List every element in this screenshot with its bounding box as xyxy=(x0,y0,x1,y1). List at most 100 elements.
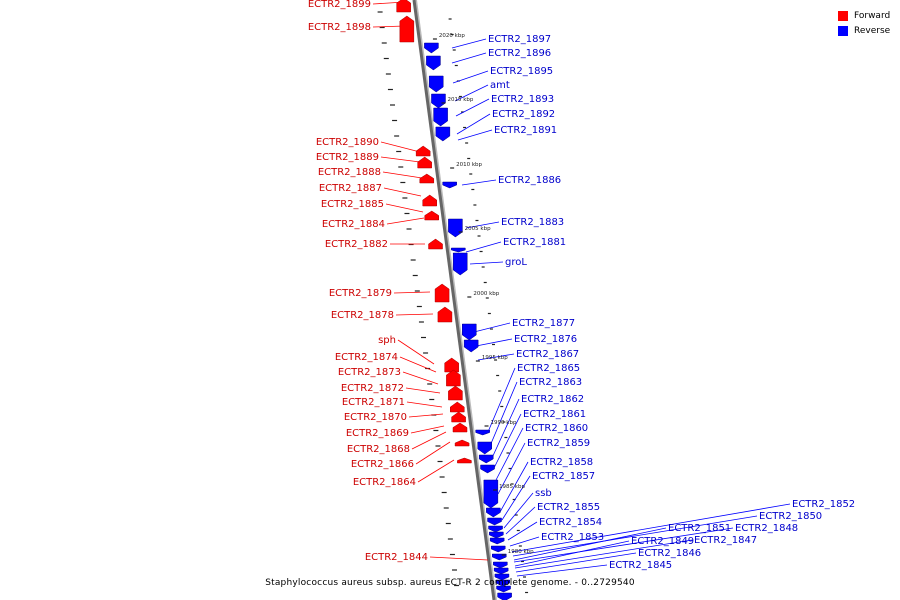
reverse-label-line xyxy=(455,98,490,117)
reverse-gene-label: ECTR2_1876 xyxy=(514,334,577,345)
reverse-label-line xyxy=(499,461,529,513)
reverse-label-line xyxy=(452,70,489,84)
reverse-gene-label: ECTR2_1847 xyxy=(694,535,757,546)
scale-label: 1990 kbp xyxy=(491,420,517,426)
forward-gene xyxy=(451,411,466,423)
reverse-gene-label: ECTR2_1895 xyxy=(490,66,553,77)
reverse-label-line xyxy=(513,527,734,563)
reverse-label-line xyxy=(451,52,487,64)
reverse-gene xyxy=(477,441,492,455)
forward-gene-label: ECTR2_1879 xyxy=(329,288,392,299)
reverse-gene-label: ECTR2_1877 xyxy=(512,318,575,329)
forward-gene xyxy=(419,173,435,184)
reverse-gene xyxy=(490,545,506,553)
forward-gene xyxy=(417,156,432,169)
reverse-gene-label: groL xyxy=(505,257,527,268)
forward-gene-label: ECTR2_1898 xyxy=(308,22,371,33)
forward-gene xyxy=(450,401,465,413)
reverse-gene xyxy=(478,454,494,464)
forward-gene xyxy=(437,306,453,323)
forward-label-line xyxy=(410,425,445,434)
forward-gene xyxy=(446,369,461,387)
forward-gene-label: ECTR2_1872 xyxy=(341,383,404,394)
forward-gene xyxy=(452,422,468,433)
forward-gene xyxy=(457,457,472,464)
reverse-gene-label: ECTR2_1861 xyxy=(523,409,586,420)
forward-gene-label: ECTR2_1884 xyxy=(322,219,385,230)
forward-gene xyxy=(399,15,415,43)
axis-line xyxy=(412,0,496,600)
legend-reverse-label: Reverse xyxy=(854,25,891,36)
reverse-gene-label: amt xyxy=(490,80,510,91)
reverse-gene-label: ECTR2_1855 xyxy=(537,502,600,513)
reverse-gene-label: ECTR2_1849 xyxy=(631,536,694,547)
forward-gene-label: ECTR2_1890 xyxy=(316,137,379,148)
forward-label-line xyxy=(380,141,421,153)
reverse-label-line xyxy=(515,552,637,573)
forward-gene xyxy=(448,385,463,401)
reverse-label-line xyxy=(505,506,536,535)
reverse-gene xyxy=(489,531,504,539)
reverse-label-line xyxy=(503,492,534,529)
genome-caption: Staphylococcus aureus subsp. aureus ECT-… xyxy=(265,578,635,588)
reverse-gene-label: ECTR2_1860 xyxy=(525,423,588,434)
reverse-label-line xyxy=(507,521,538,541)
reverse-gene-label: ECTR2_1896 xyxy=(488,48,551,59)
reverse-label-line xyxy=(516,564,608,577)
reverse-gene-label: ECTR2_1862 xyxy=(521,394,584,405)
reverse-label-line xyxy=(491,398,520,459)
reverse-gene-label: ECTR2_1857 xyxy=(532,471,595,482)
reverse-label-line xyxy=(495,427,524,481)
forward-gene-label: ECTR2_1864 xyxy=(353,477,416,488)
forward-gene-label: ECTR2_1887 xyxy=(319,183,382,194)
reverse-gene-label: ECTR2_1863 xyxy=(519,377,582,388)
reverse-label-line xyxy=(461,179,497,186)
reverse-label-line xyxy=(501,475,531,521)
reverse-gene xyxy=(493,567,509,575)
label-lines xyxy=(372,1,791,577)
reverse-gene xyxy=(496,585,511,593)
reverse-gene-label: ECTR2_1886 xyxy=(498,175,561,186)
reverse-gene-label: ECTR2_1846 xyxy=(638,548,701,559)
forward-gene xyxy=(396,0,411,13)
forward-label-line xyxy=(415,441,451,465)
reverse-gene-label: ECTR2_1845 xyxy=(609,560,672,571)
reverse-label-line xyxy=(489,381,518,447)
reverse-gene xyxy=(452,252,468,276)
forward-label-line xyxy=(411,431,447,450)
forward-gene xyxy=(428,238,443,250)
reverse-label-line xyxy=(477,353,515,361)
reverse-label-line xyxy=(512,515,758,557)
reverse-gene xyxy=(462,323,477,341)
reverse-gene xyxy=(480,464,495,474)
reverse-label-line xyxy=(456,113,491,135)
reverse-gene xyxy=(489,537,505,545)
axis-layer xyxy=(377,0,529,600)
forward-gene-label: ECTR2_1844 xyxy=(365,552,428,563)
scale-label: 2015 kbp xyxy=(447,97,473,103)
reverse-gene xyxy=(424,42,439,54)
legend: Forward Reverse xyxy=(838,8,898,38)
scale-label: 2000 kbp xyxy=(473,291,499,297)
forward-gene xyxy=(444,357,459,373)
forward-label-line xyxy=(380,156,421,163)
reverse-gene-label: ECTR2_1859 xyxy=(527,438,590,449)
reverse-label-line xyxy=(475,338,513,347)
reverse-label-line xyxy=(465,221,500,229)
reverse-gene-label: ECTR2_1867 xyxy=(516,349,579,360)
scale-label: 2010 kbp xyxy=(456,162,482,168)
legend-forward: Forward xyxy=(838,8,898,23)
reverse-gene xyxy=(495,579,510,587)
reverse-gene xyxy=(451,247,466,253)
scale-label: 1980 kbp xyxy=(508,549,534,555)
gene-labels: ECTR2_1899 ECTR2_1898 ECTR2_1890 ECTR2_1889… xyxy=(308,0,855,571)
forward-gene-label: ECTR2_1888 xyxy=(318,167,381,178)
reverse-gene xyxy=(494,573,510,581)
reverse-gene-label: ECTR2_1852 xyxy=(792,499,855,510)
scale-label: 1995 kbp xyxy=(482,355,508,361)
forward-gene-label: ECTR2_1882 xyxy=(325,239,388,250)
reverse-label-line xyxy=(497,442,526,495)
axis-shadow xyxy=(415,0,497,600)
reverse-gene xyxy=(426,55,441,71)
forward-label-line xyxy=(406,401,443,408)
